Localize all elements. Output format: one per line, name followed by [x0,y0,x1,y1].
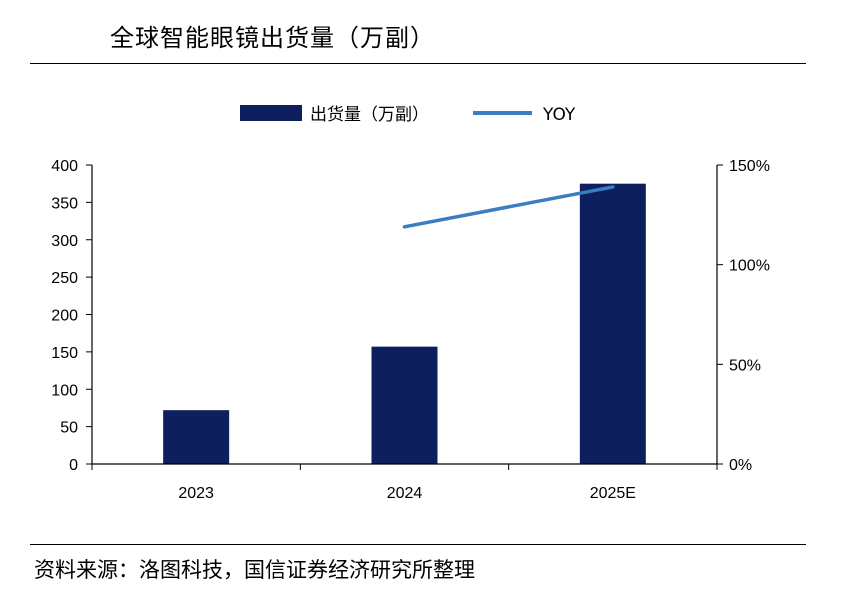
left-tick-label: 0 [69,457,78,474]
bar-2024 [371,346,438,464]
x-tick-label: 2025E [590,485,636,502]
chart-title: 全球智能眼镜出货量（万副） [110,24,435,52]
source-note: 资料来源：洛图科技，国信证券经济研究所整理 [34,558,475,582]
left-tick-label: 100 [51,382,78,399]
bottom-divider [30,544,806,545]
legend-line-label: YOY [542,105,576,125]
legend: 出货量（万副） YOY [240,105,576,125]
legend-bar-swatch [240,105,302,121]
chart-area: 出货量（万副） YOY 0 50 100 150 200 250 300 350 400 0% 50… [51,105,770,502]
bar-2025E [579,183,646,464]
left-tick-label: 200 [51,308,78,325]
left-tick-label: 250 [51,270,78,287]
x-tick-label: 2023 [178,485,214,502]
left-tick-label: 400 [51,158,78,175]
left-tick-label: 50 [60,420,78,437]
right-tick-label: 50% [729,357,761,374]
left-tick-label: 300 [51,233,78,250]
top-divider [30,63,806,64]
right-tick-label: 0% [729,457,752,474]
plot: 0 50 100 150 200 250 300 350 400 0% 50% 100% 150% 202… [51,158,770,502]
x-tick-label: 2024 [387,485,423,502]
left-tick-label: 350 [51,195,78,212]
left-tick-label: 150 [51,345,78,362]
yoy-line [402,185,615,229]
bar-2023 [163,410,230,464]
right-tick-label: 150% [729,158,770,175]
right-tick-label: 100% [729,258,770,275]
legend-bar-label: 出货量（万副） [310,105,429,125]
